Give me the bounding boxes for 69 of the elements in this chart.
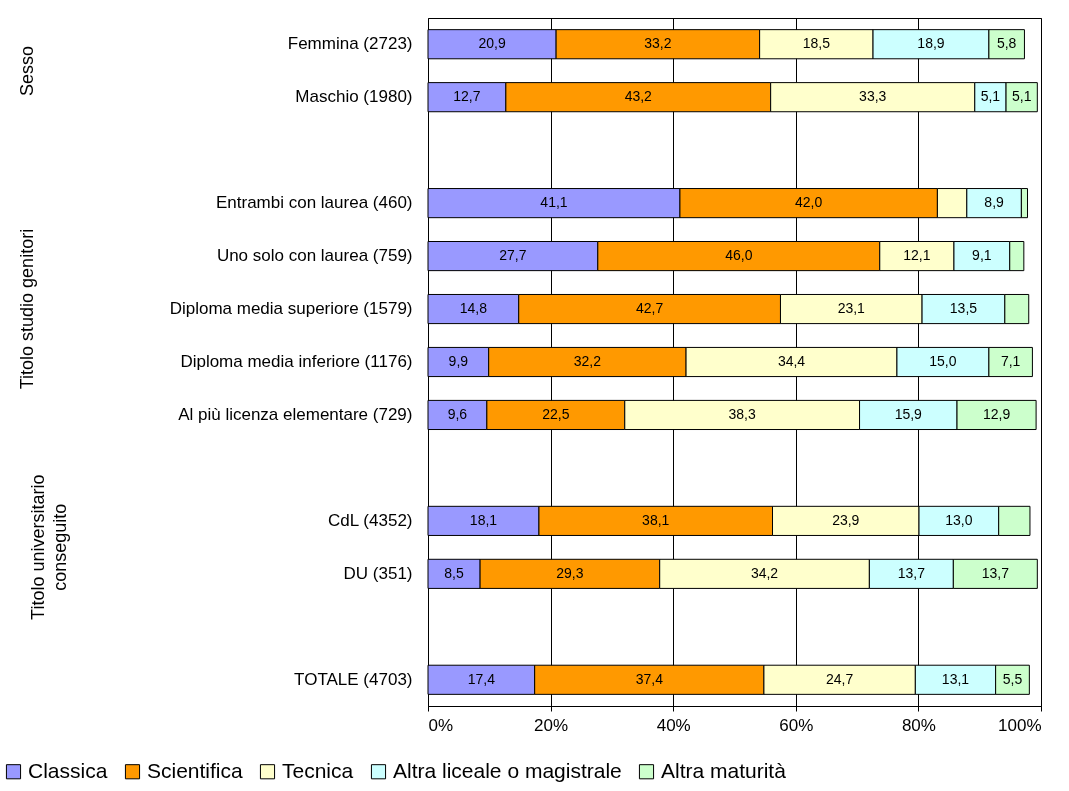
data-label: 12,7 <box>453 88 481 105</box>
data-label: 15,9 <box>894 405 923 422</box>
x-tick-label: 60% <box>779 715 814 735</box>
data-label: 37,4 <box>635 670 664 687</box>
legend-label: Altra liceale o magistrale <box>393 758 622 782</box>
legend-label: Altra maturità <box>661 758 787 782</box>
data-label: 22,5 <box>542 405 570 422</box>
data-label: 8,5 <box>444 564 464 581</box>
data-label: 29,3 <box>556 564 584 581</box>
data-label: 38,3 <box>728 405 756 422</box>
text: Titolo studio genitori <box>17 228 37 390</box>
data-label: 18,9 <box>917 35 945 52</box>
x-tick-label: 40% <box>656 715 691 735</box>
legend-label: Classica <box>28 758 108 782</box>
data-label: 9,9 <box>448 353 469 369</box>
data-label: 12,1 <box>903 247 931 264</box>
x-tick-label: 0% <box>428 715 454 735</box>
data-label: 17,4 <box>467 670 496 687</box>
y-tick-label: Diploma media superiore (1579) <box>169 299 413 319</box>
text: Titolo universitario conseguito <box>28 474 70 620</box>
y-tick-label: Al più licenza elementare (729) <box>178 404 413 424</box>
data-label: 24,7 <box>826 670 854 687</box>
data-label: 38,1 <box>642 511 670 528</box>
data-label: 14,8 <box>459 300 488 317</box>
data-label: 32,2 <box>573 353 602 369</box>
data-label: 23,1 <box>837 300 866 317</box>
data-label: 20,9 <box>478 35 506 52</box>
legend-label: Tecnica <box>282 758 354 782</box>
data-label: 42,0 <box>795 194 823 211</box>
data-label: 46,0 <box>725 247 753 264</box>
data-label: 5,1 <box>980 88 1001 105</box>
data-label: 13,5 <box>949 300 978 317</box>
text: Sesso <box>17 45 37 96</box>
data-label: 34,4 <box>777 353 806 369</box>
data-label: 41,1 <box>540 194 568 211</box>
data-label: 13,7 <box>981 564 1010 581</box>
data-label: 33,2 <box>644 35 672 52</box>
x-tick-label: 100% <box>998 715 1042 735</box>
y-tick-label: CdL (4352) <box>328 510 413 530</box>
data-label: 43,2 <box>624 88 653 105</box>
data-label: 18,1 <box>469 511 498 528</box>
legend-label: Scientifica <box>147 758 244 782</box>
y-tick-label: Diploma media inferiore (1176) <box>180 352 413 371</box>
data-label: 5,8 <box>996 35 1017 52</box>
y-tick-label: DU (351) <box>343 563 413 583</box>
y-tick-label: Maschio (1980) <box>295 87 413 107</box>
y-tick-label: TOTALE (4703) <box>294 669 413 689</box>
data-label: 18,5 <box>802 35 831 52</box>
data-label: 13,7 <box>897 564 926 581</box>
x-tick-label: 80% <box>901 715 936 735</box>
y-tick-label: Uno solo con laurea (759) <box>216 246 413 266</box>
data-label: 9,1 <box>972 247 992 264</box>
data-label: 13,0 <box>945 511 973 528</box>
data-label: 15,0 <box>929 353 957 369</box>
data-label: 13,1 <box>941 670 970 687</box>
data-label: 12,9 <box>982 405 1011 422</box>
data-label: 9,6 <box>447 405 468 422</box>
y-tick-label: Entrambi con laurea (460) <box>215 193 413 213</box>
data-label: 27,7 <box>499 247 527 264</box>
y-tick-label: Femmina (2723) <box>287 34 413 54</box>
data-label: 34,2 <box>750 564 779 581</box>
data-label: 7,1 <box>1000 353 1021 369</box>
data-label: 23,9 <box>832 511 860 528</box>
x-tick-label: 20% <box>534 715 569 735</box>
data-label: 5,5 <box>1002 670 1023 687</box>
data-label: 33,3 <box>859 88 887 105</box>
data-label: 8,9 <box>984 194 1005 211</box>
data-label: 5,1 <box>1011 88 1032 105</box>
data-label: 42,7 <box>635 300 664 317</box>
